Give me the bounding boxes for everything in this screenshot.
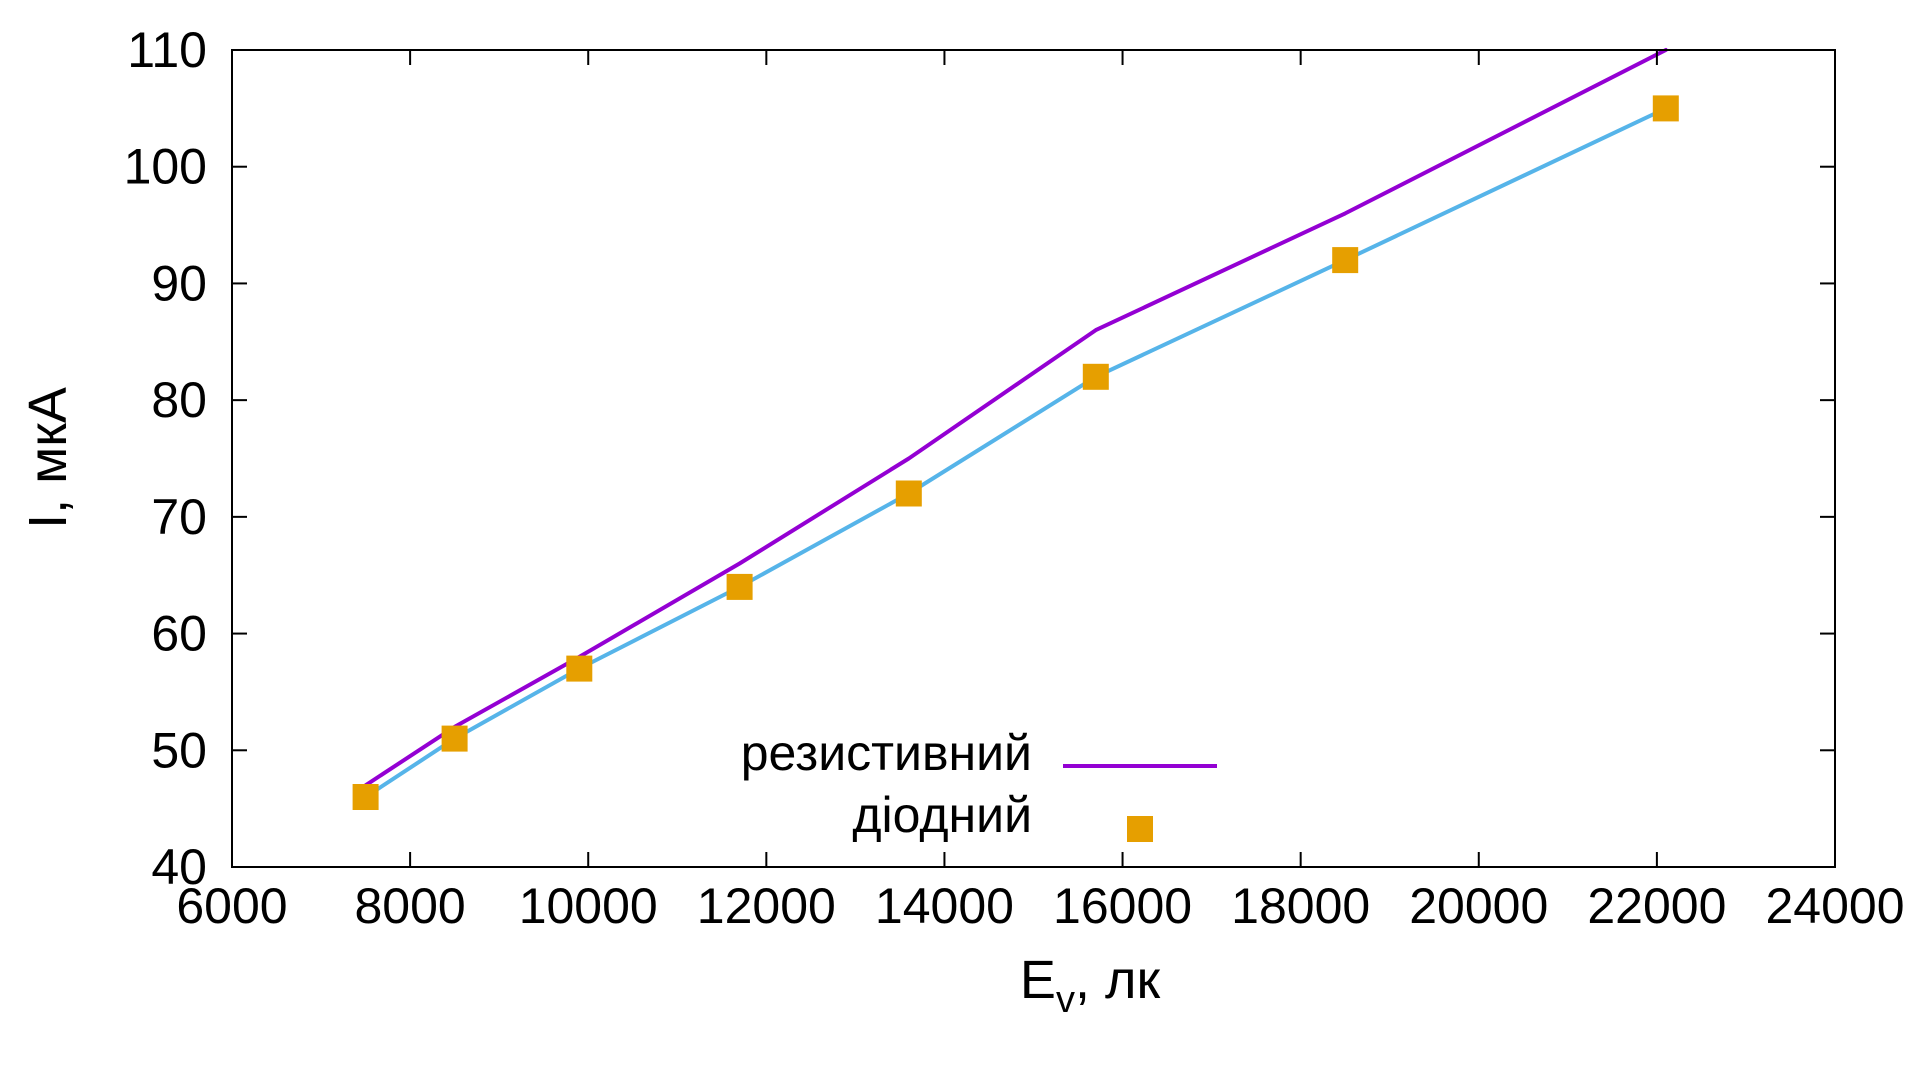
data-point (1332, 247, 1359, 274)
y-tick-label: 100 (124, 139, 207, 195)
x-tick-label: 24000 (1765, 878, 1904, 934)
legend-label-diode: діодний (852, 787, 1032, 843)
x-axis-label: Ev, лк (1020, 950, 1161, 1021)
x-tick-label: 6000 (176, 878, 287, 934)
y-tick-label: 60 (151, 606, 207, 662)
tick-labels-layer: 6000 8000 10000 12000 14000 16000 18000 20000 22… (124, 22, 1905, 934)
y-tick-label: 40 (151, 839, 207, 895)
x-axis-label-subscript: v (1056, 979, 1075, 1021)
series-layer (352, 48, 1679, 810)
legend-swatch-diode (1127, 816, 1153, 842)
x-axis-label-main: E (1020, 950, 1056, 1010)
x-tick-label: 12000 (697, 878, 836, 934)
x-tick-label: 22000 (1587, 878, 1726, 934)
data-point (1652, 95, 1679, 122)
y-tick-label: 90 (151, 255, 207, 311)
y-tick-label: 50 (151, 722, 207, 778)
x-tick-label: 16000 (1053, 878, 1192, 934)
series-line-2 (363, 106, 1668, 799)
data-point (352, 784, 379, 810)
data-point (441, 725, 468, 752)
data-point (726, 573, 753, 600)
legend: резистивний діодний (741, 725, 1217, 843)
y-axis-label: I, мкА (18, 387, 78, 529)
x-tick-label: 10000 (519, 878, 658, 934)
y-tick-label: 70 (151, 489, 207, 545)
x-tick-label: 20000 (1409, 878, 1548, 934)
data-point (566, 655, 593, 682)
data-point (895, 480, 922, 507)
legend-label-resistive: резистивний (741, 725, 1032, 781)
x-tick-label: 18000 (1231, 878, 1370, 934)
ticks-layer (231, 49, 1836, 868)
y-tick-label: 80 (151, 372, 207, 428)
x-tick-label: 14000 (875, 878, 1014, 934)
series-line-0 (363, 48, 1668, 788)
data-point (1082, 363, 1109, 390)
y-tick-label: 110 (127, 22, 207, 78)
plot-frame (231, 49, 1836, 868)
x-tick-label: 8000 (354, 878, 465, 934)
x-axis-label-unit: , лк (1075, 950, 1161, 1010)
